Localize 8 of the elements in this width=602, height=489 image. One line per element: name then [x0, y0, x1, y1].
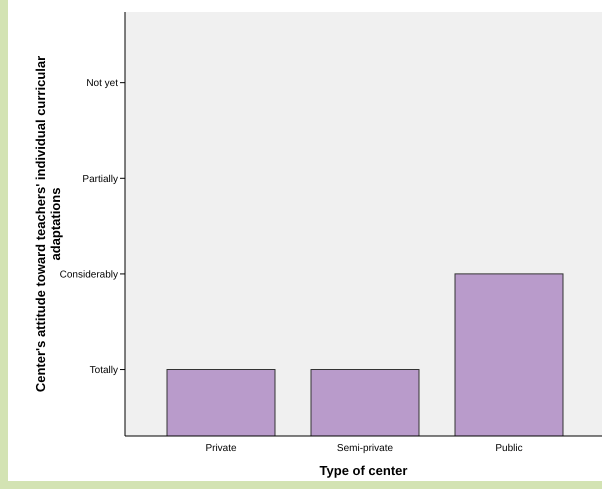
text: Totally [90, 365, 118, 376]
x-axis-title: Type of center [320, 463, 408, 478]
x-tick-label: Public [495, 443, 523, 454]
text: Considerably [60, 269, 118, 280]
text: Partially [82, 174, 118, 185]
text: Not yet [86, 78, 118, 90]
x-tick-label: Semi-private [336, 443, 394, 454]
x-tick-label: Private [205, 443, 237, 454]
